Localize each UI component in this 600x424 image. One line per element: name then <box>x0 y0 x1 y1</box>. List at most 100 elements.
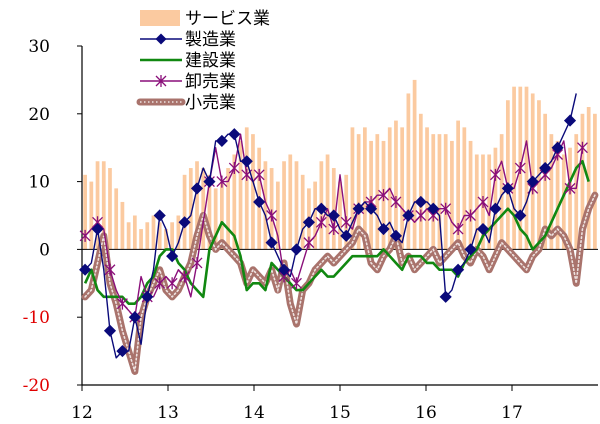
series-3-point-12 <box>154 277 166 290</box>
bar-service-57 <box>437 134 442 250</box>
bar-service-10 <box>145 222 150 250</box>
series-1-point-58 <box>439 290 452 303</box>
series-3-point-78 <box>564 182 576 195</box>
bar-service-8 <box>132 215 137 250</box>
series-4-line-pattern <box>84 194 596 372</box>
bar-service-78 <box>568 147 572 250</box>
bar-service-35 <box>300 174 305 250</box>
bar-service-80 <box>580 113 585 250</box>
x-tick-label-14: 14 <box>243 403 265 420</box>
series-3-point-48 <box>378 189 389 202</box>
bar-service-31 <box>275 181 280 250</box>
series-1-point-44 <box>352 202 365 215</box>
series-3-point-64 <box>477 195 489 208</box>
series-1-point-64 <box>476 222 490 236</box>
series-1-point-24 <box>228 128 241 141</box>
bar-service-79 <box>574 134 579 250</box>
bar-service-6 <box>120 201 125 250</box>
bar-service-54 <box>418 113 423 250</box>
series-3-point-34 <box>291 277 302 290</box>
series-1-point-16 <box>178 216 191 229</box>
series-1-point-70 <box>514 209 527 222</box>
bar-service-22 <box>220 181 224 250</box>
bar-service-66 <box>493 147 498 250</box>
series-1-point-40 <box>327 209 340 222</box>
series-3-point-50 <box>390 195 402 208</box>
series-1-point-4 <box>103 324 117 337</box>
bar-service-26 <box>244 127 249 250</box>
series-2-line <box>83 159 590 305</box>
series-3-point-30 <box>266 209 278 222</box>
bar-service-11 <box>151 215 156 250</box>
y-tick-label-30: 30 <box>28 37 50 57</box>
bar-service-65 <box>487 154 492 250</box>
bar-service-44 <box>356 134 361 250</box>
series-3-point-60 <box>452 223 464 236</box>
bar-service-62 <box>468 140 473 250</box>
x-tick-label-17: 17 <box>501 403 523 420</box>
series-1-point-10 <box>141 290 154 303</box>
bar-service-40 <box>331 168 336 250</box>
series-3-point-40 <box>328 223 340 236</box>
bar-service-32 <box>282 161 286 250</box>
x-tick-label-16: 16 <box>415 403 437 420</box>
series-1-point-38 <box>315 202 328 215</box>
legend-0-label: サービス業 <box>185 9 270 29</box>
bar-service-0 <box>83 174 87 250</box>
series-3-point-4 <box>104 263 116 276</box>
bar-service-60 <box>456 120 460 250</box>
series-3-point-14 <box>166 277 178 290</box>
series-1-point-6 <box>116 345 129 358</box>
legend-2-label: 建設業 <box>185 51 236 71</box>
series-3-point-6 <box>116 297 128 310</box>
bar-service-53 <box>412 79 417 250</box>
x-tick-label-12: 12 <box>71 403 93 420</box>
bar-service-76 <box>555 140 560 250</box>
bar-service-45 <box>363 127 367 250</box>
series-3-point-80 <box>576 141 588 154</box>
bar-service-13 <box>164 229 168 250</box>
bar-service-9 <box>139 229 143 250</box>
series-3-point-28 <box>253 168 265 181</box>
series-1-point-26 <box>240 155 253 168</box>
legend-4-label: 小売業 <box>185 93 236 113</box>
series-1-point-42 <box>340 229 353 242</box>
series-3-point-70 <box>514 162 526 175</box>
series-3-point-22 <box>216 175 228 188</box>
series-1-point-36 <box>302 216 315 229</box>
series-1-point-46 <box>365 202 378 215</box>
legend-3-marker <box>155 75 167 87</box>
bar-service-1 <box>89 181 94 250</box>
bar-service-15 <box>176 215 181 250</box>
series-3-point-36 <box>303 236 315 249</box>
legend-1-label: 製造業 <box>185 30 236 50</box>
bar-service-71 <box>524 86 529 250</box>
y-tick-label-0: 0 <box>39 240 50 260</box>
bar-service-39 <box>325 154 330 250</box>
series-3-point-0 <box>79 229 91 242</box>
bar-service-20 <box>207 174 212 250</box>
bar-service-59 <box>450 140 454 250</box>
series-1-point-48 <box>377 222 390 236</box>
bar-service-51 <box>400 127 405 250</box>
bar-service-25 <box>238 140 243 250</box>
bar-service-34 <box>294 161 299 250</box>
bar-service-41 <box>338 181 342 250</box>
series-3-point-62 <box>465 209 477 222</box>
bar-service-4 <box>108 168 112 250</box>
bar-service-27 <box>251 134 255 250</box>
bar-service-52 <box>406 93 411 250</box>
series-1-point-74 <box>539 161 552 175</box>
y-tick-label-20: 20 <box>28 105 50 125</box>
bar-service-24 <box>232 154 237 250</box>
bar-service-68 <box>505 100 510 250</box>
bar-service-55 <box>425 127 429 250</box>
bar-service-14 <box>170 222 175 250</box>
series-1-point-0 <box>79 263 92 276</box>
y-tick-label--20: -20 <box>23 376 50 396</box>
bar-service-67 <box>499 134 504 250</box>
series-1-point-12 <box>153 209 166 222</box>
series-3-point-16 <box>179 270 191 283</box>
